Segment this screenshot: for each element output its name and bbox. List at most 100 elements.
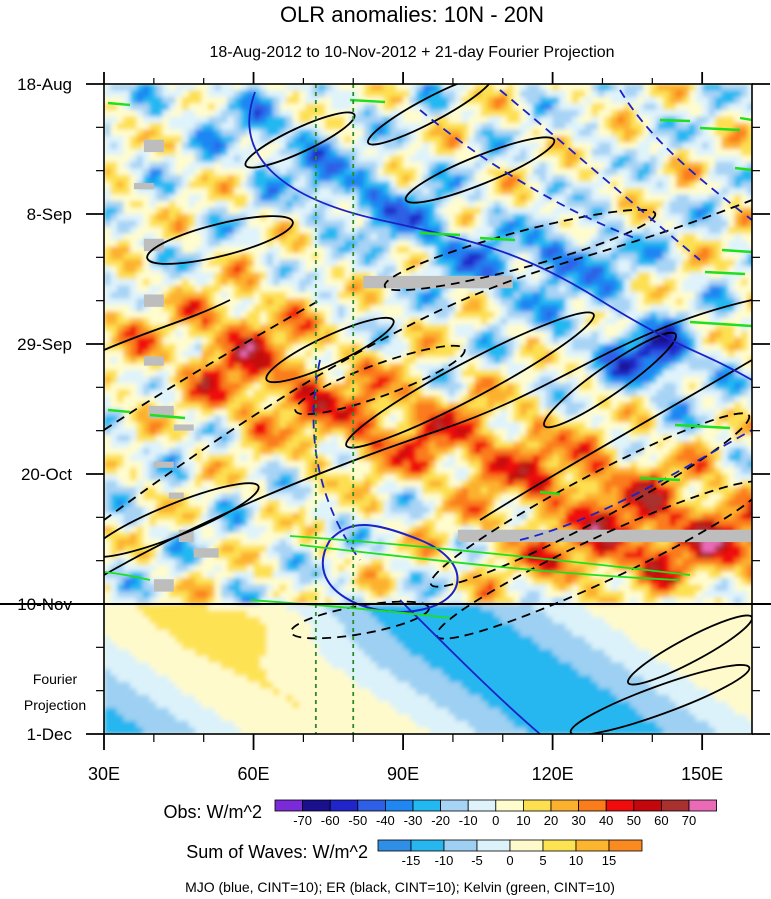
field-cell — [214, 285, 222, 293]
field-cell — [169, 246, 177, 254]
field-cell — [325, 298, 333, 306]
field-cell — [351, 266, 359, 274]
field-cell — [747, 136, 752, 144]
field-cell — [695, 168, 703, 176]
field-cell — [312, 110, 320, 118]
field-cell — [591, 396, 599, 404]
field-cell — [656, 357, 664, 365]
field-cell — [377, 396, 385, 404]
field-cell — [585, 240, 593, 248]
field-cell — [637, 103, 645, 111]
field-cell — [422, 175, 430, 183]
field-cell — [611, 110, 619, 118]
field-cell — [741, 363, 749, 371]
field-cell — [422, 84, 430, 92]
field-cell — [572, 383, 580, 391]
field-cell — [708, 84, 716, 92]
field-cell — [104, 376, 112, 384]
field-cell — [156, 389, 164, 397]
field-cell — [247, 311, 255, 319]
field-cell — [247, 350, 255, 358]
field-cell — [533, 383, 541, 391]
field-cell — [162, 110, 170, 118]
field-cell — [162, 220, 170, 228]
field-cell — [539, 272, 547, 280]
field-cell — [689, 298, 697, 306]
field-cell — [240, 396, 248, 404]
field-cell — [468, 337, 476, 345]
field-cell — [591, 389, 599, 397]
field-cell — [227, 162, 235, 170]
field-cell — [663, 370, 671, 378]
field-cell — [130, 155, 138, 163]
field-cell — [260, 129, 268, 137]
field-cell — [299, 240, 307, 248]
field-cell — [279, 136, 287, 144]
field-cell — [396, 136, 404, 144]
field-cell — [741, 292, 749, 300]
field-cell — [331, 259, 339, 267]
field-cell — [292, 142, 300, 150]
field-cell — [201, 129, 209, 137]
field-cell — [299, 188, 307, 196]
field-cell — [338, 253, 346, 261]
field-cell — [117, 116, 125, 124]
field-cell — [240, 214, 248, 222]
field-cell — [552, 84, 560, 92]
field-cell — [221, 305, 229, 313]
field-cell — [435, 298, 443, 306]
field-cell — [208, 103, 216, 111]
field-cell — [299, 279, 307, 287]
field-cell — [429, 201, 437, 209]
field-cell — [624, 110, 632, 118]
field-cell — [305, 285, 313, 293]
field-cell — [500, 376, 508, 384]
field-cell — [110, 97, 118, 105]
field-cell — [500, 357, 508, 365]
field-cell — [728, 123, 736, 131]
field-cell — [591, 298, 599, 306]
field-cell — [643, 389, 651, 397]
field-cell — [721, 305, 729, 313]
field-cell — [546, 84, 554, 92]
field-cell — [682, 207, 690, 215]
field-cell — [656, 311, 664, 319]
field-cell — [546, 363, 554, 371]
field-cell — [591, 155, 599, 163]
field-cell — [507, 136, 515, 144]
field-cell — [487, 123, 495, 131]
field-cell — [533, 123, 541, 131]
field-cell — [422, 266, 430, 274]
field-cell — [201, 253, 209, 261]
field-cell — [734, 370, 742, 378]
field-cell — [247, 97, 255, 105]
field-cell — [234, 110, 242, 118]
field-cell — [429, 324, 437, 332]
field-cell — [188, 233, 196, 241]
field-cell — [643, 344, 651, 352]
field-cell — [481, 175, 489, 183]
field-cell — [409, 246, 417, 254]
field-cell — [552, 266, 560, 274]
field-cell — [656, 246, 664, 254]
field-cell — [552, 227, 560, 235]
field-cell — [240, 279, 248, 287]
field-cell — [130, 103, 138, 111]
field-cell — [526, 214, 534, 222]
field-cell — [552, 259, 560, 267]
field-cell — [234, 396, 242, 404]
field-cell — [487, 84, 495, 92]
field-cell — [318, 396, 326, 404]
field-cell — [396, 318, 404, 326]
field-cell — [188, 246, 196, 254]
field-cell — [344, 129, 352, 137]
field-cell — [481, 285, 489, 293]
field-cell — [669, 155, 677, 163]
field-cell — [663, 97, 671, 105]
field-cell — [533, 279, 541, 287]
field-cell — [591, 324, 599, 332]
field-cell — [318, 292, 326, 300]
field-cell — [507, 318, 515, 326]
field-cell — [195, 246, 203, 254]
field-cell — [169, 233, 177, 241]
